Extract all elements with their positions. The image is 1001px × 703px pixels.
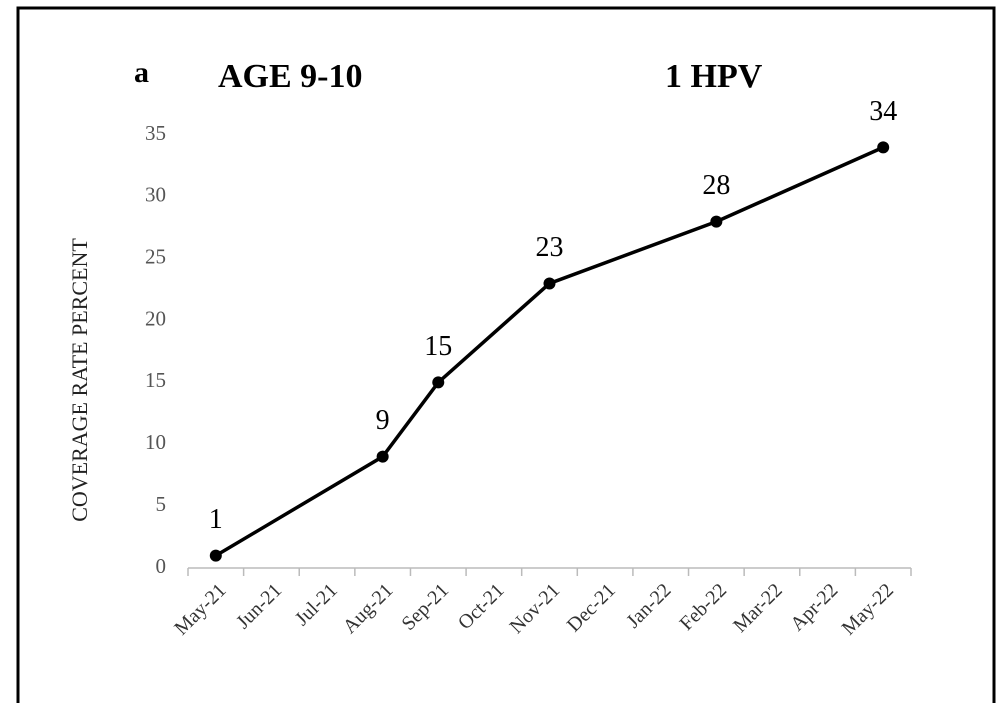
- data-label: 9: [376, 405, 390, 436]
- frame: [16, 6, 996, 703]
- y-tick-label: 15: [145, 368, 166, 392]
- point: [710, 215, 723, 228]
- point: [543, 277, 556, 290]
- y-axis-label: COVERAGE RATE PERCENT: [67, 238, 92, 522]
- chart-title: AGE 9-10: [218, 58, 363, 95]
- point: [432, 376, 445, 389]
- y-tick-label: 5: [156, 492, 167, 516]
- y-tick-label: 10: [145, 430, 166, 454]
- line: [214, 145, 884, 558]
- data-label: 34: [869, 96, 897, 127]
- y-tick-label: 30: [145, 183, 166, 207]
- point: [877, 141, 890, 154]
- data-label: 23: [536, 232, 564, 263]
- data-label: 28: [702, 170, 730, 201]
- y-tick-label: 20: [145, 306, 166, 330]
- chart-subtitle: 1 HPV: [665, 58, 763, 95]
- y-tick-label: 25: [145, 245, 166, 269]
- y-tick-label: 35: [145, 121, 166, 145]
- point: [376, 450, 389, 463]
- data-label: 1: [209, 504, 223, 535]
- panel-label: a: [134, 56, 149, 89]
- y-tick-label: 0: [156, 554, 167, 578]
- data-label: 15: [424, 331, 452, 362]
- point: [209, 549, 222, 562]
